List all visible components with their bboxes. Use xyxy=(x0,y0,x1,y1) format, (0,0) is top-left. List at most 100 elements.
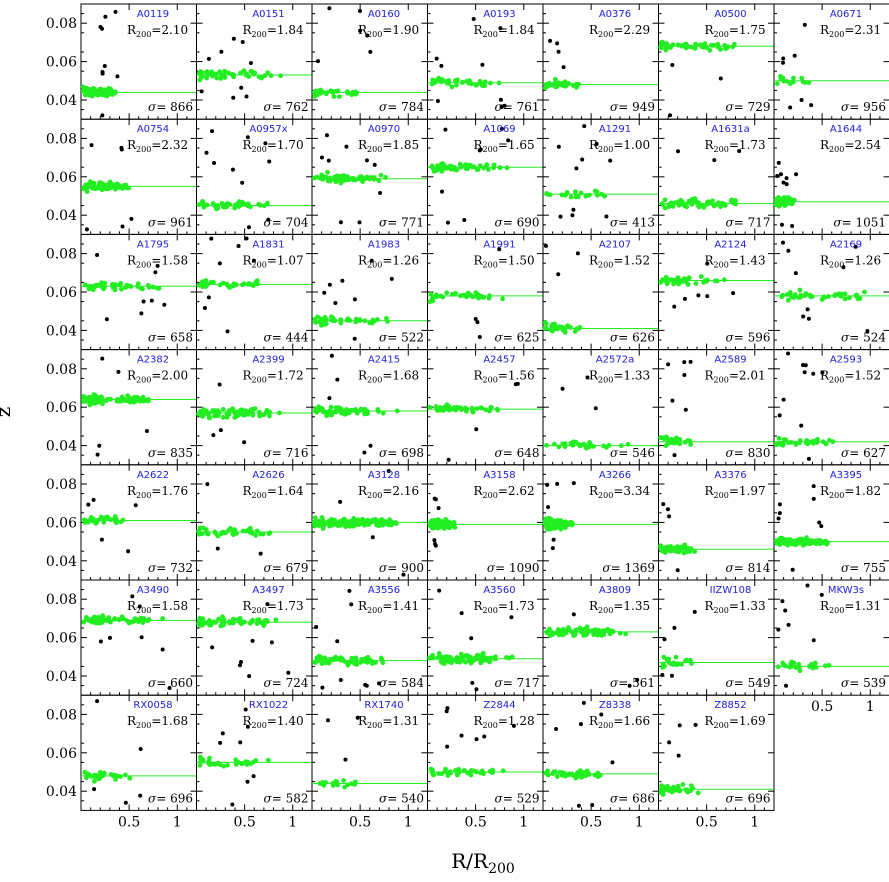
member-point xyxy=(98,186,104,192)
r200-value: =2.32 xyxy=(151,138,188,152)
interloper-point xyxy=(817,520,822,525)
r200-label: R200=1.28 xyxy=(474,714,535,730)
interloper-point xyxy=(369,258,374,263)
interloper-point xyxy=(806,316,811,321)
member-point xyxy=(221,530,227,535)
interloper-point xyxy=(231,95,236,100)
member-point xyxy=(824,541,830,547)
sigma-label: σ= 660 xyxy=(148,676,193,690)
member-point xyxy=(278,73,284,79)
x-tick-label: 0.5 xyxy=(118,814,140,830)
member-point xyxy=(369,660,375,666)
member-point xyxy=(805,441,811,447)
member-point xyxy=(379,521,385,527)
r200-label: R200=2.10 xyxy=(127,23,188,39)
interloper-point xyxy=(571,207,576,212)
sigma-symbol: σ xyxy=(841,561,850,575)
panel-a3376: A3376 R200=1.97 σ= 814 xyxy=(658,464,775,581)
member-point xyxy=(454,167,460,173)
interloper-point xyxy=(819,524,824,529)
x-tick-label: 1 xyxy=(404,814,413,830)
member-point xyxy=(446,404,452,410)
member-point xyxy=(721,277,727,283)
cluster-name: A0193 xyxy=(483,9,515,20)
member-point xyxy=(545,772,551,778)
cluster-name: A2169 xyxy=(830,239,862,250)
interloper-point xyxy=(786,622,791,627)
r200-value: =2.01 xyxy=(729,369,766,383)
interloper-point xyxy=(219,49,224,54)
member-point xyxy=(594,189,600,195)
cluster-name: A0957x xyxy=(249,124,287,135)
r200-symbol: R xyxy=(358,599,368,613)
interloper-point xyxy=(665,507,670,512)
interloper-point xyxy=(349,602,354,607)
interloper-point xyxy=(705,261,710,266)
interloper-point xyxy=(439,63,444,68)
sigma-label: σ= 596 xyxy=(726,331,771,345)
sigma-symbol: σ xyxy=(379,561,388,575)
member-point xyxy=(439,77,445,82)
interloper-point xyxy=(210,129,215,134)
r200-label: R200=1.33 xyxy=(705,599,766,615)
interloper-point xyxy=(784,683,789,688)
r200-subscript: 200 xyxy=(367,260,382,269)
sigma-symbol: σ xyxy=(264,215,273,229)
x-tick-label: 0.5 xyxy=(580,814,602,830)
r200-symbol: R xyxy=(243,484,253,498)
sigma-symbol: σ xyxy=(610,215,619,229)
interloper-point xyxy=(247,674,252,679)
interloper-point xyxy=(324,133,329,138)
r200-value: =1.68 xyxy=(382,369,419,383)
interloper-point xyxy=(551,537,556,542)
sigma-value: = 1369 xyxy=(611,561,655,575)
r200-symbol: R xyxy=(820,369,830,383)
r200-symbol: R xyxy=(243,138,253,152)
member-point xyxy=(367,320,372,326)
member-point xyxy=(389,522,395,528)
member-point xyxy=(806,80,812,86)
member-point xyxy=(126,620,132,626)
r200-subscript: 200 xyxy=(598,491,613,500)
sigma-symbol: σ xyxy=(495,446,504,460)
interloper-point xyxy=(571,612,576,617)
member-point xyxy=(572,328,578,334)
member-point xyxy=(273,617,279,623)
interloper-point xyxy=(327,396,332,401)
r200-symbol: R xyxy=(474,484,484,498)
member-point xyxy=(506,655,512,661)
interloper-point xyxy=(244,236,249,241)
panel-rx0058: RX0058 R200=1.68 σ= 696 xyxy=(80,694,197,811)
r200-label: R200=1.64 xyxy=(243,484,304,500)
sigma-label: σ= 686 xyxy=(610,791,655,805)
member-point xyxy=(591,632,597,638)
cluster-name: A2124 xyxy=(714,239,746,250)
member-point xyxy=(778,198,784,204)
r200-value: =1.73 xyxy=(729,138,766,152)
panel-a2457: A2457 R200=1.56 σ= 648 xyxy=(427,349,544,466)
interloper-point xyxy=(780,240,785,245)
member-point xyxy=(776,435,782,441)
panel-a2124: A2124 R200=1.43 σ= 596 xyxy=(658,233,775,351)
interloper-point xyxy=(499,126,504,131)
member-point xyxy=(446,81,451,86)
member-point xyxy=(352,408,358,413)
interloper-point xyxy=(370,535,375,540)
interloper-point xyxy=(718,76,723,81)
cluster-name: A2622 xyxy=(137,470,169,481)
member-point xyxy=(444,290,450,296)
interloper-point xyxy=(548,38,553,43)
x-tick-label: 1 xyxy=(750,814,759,830)
cluster-name: A0671 xyxy=(830,9,862,20)
interloper-point xyxy=(211,433,216,438)
interloper-point xyxy=(215,546,220,551)
member-point xyxy=(547,633,553,639)
member-point xyxy=(686,275,692,281)
sigma-label: σ= 716 xyxy=(264,446,309,460)
interloper-point xyxy=(144,429,149,434)
member-point xyxy=(267,530,273,536)
x-tick-label: 1 xyxy=(173,814,182,830)
interloper-point xyxy=(160,647,165,652)
